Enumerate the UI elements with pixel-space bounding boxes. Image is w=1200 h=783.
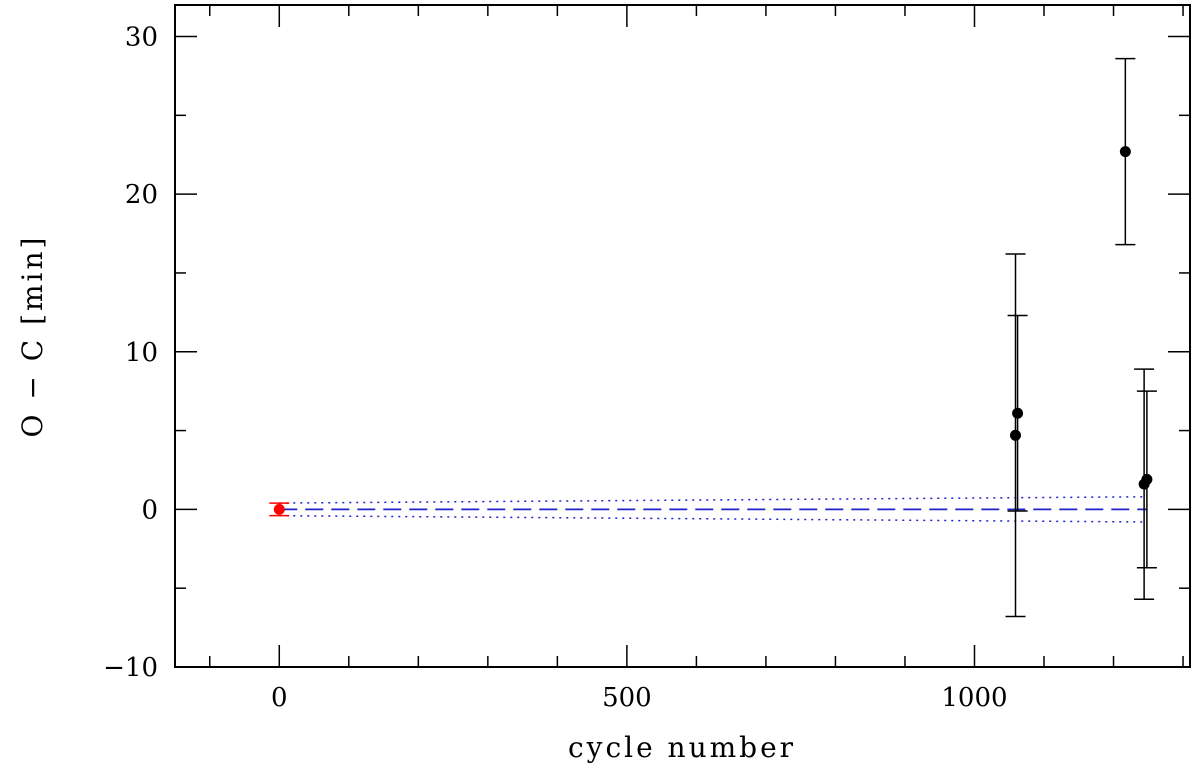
data-point xyxy=(1005,253,1026,618)
axis-ticks xyxy=(175,5,1190,668)
data-marker xyxy=(1012,407,1024,419)
data-point xyxy=(269,502,290,517)
y-tick-label: −10 xyxy=(103,653,158,683)
x-tick-label: 0 xyxy=(271,683,288,713)
x-tick-label: 500 xyxy=(602,683,652,713)
timing-points xyxy=(269,57,1157,618)
fit-upper-bound xyxy=(279,496,1147,504)
linear-ephemeris-fit xyxy=(279,496,1147,523)
plot-frame xyxy=(174,4,1191,668)
y-tick-label: 10 xyxy=(125,338,158,368)
y-tick-labels: −10 0 10 20 30 xyxy=(103,23,158,683)
y-tick-label: 0 xyxy=(141,495,158,525)
data-marker xyxy=(1010,429,1022,441)
data-point xyxy=(1115,57,1136,246)
y-tick-label: 20 xyxy=(125,180,158,210)
data-marker xyxy=(1141,473,1153,485)
x-tick-labels: 0 500 1000 xyxy=(271,683,1008,713)
fit-lower-bound xyxy=(279,514,1147,523)
data-marker xyxy=(1119,146,1131,158)
y-tick-label: 30 xyxy=(125,23,158,53)
x-axis-label: cycle number xyxy=(568,731,796,764)
data-point xyxy=(1136,390,1157,569)
x-tick-label: 1000 xyxy=(941,683,1007,713)
data-marker xyxy=(273,503,285,515)
y-axis-label: O − C [min] xyxy=(16,235,49,438)
data-point xyxy=(1007,314,1028,512)
